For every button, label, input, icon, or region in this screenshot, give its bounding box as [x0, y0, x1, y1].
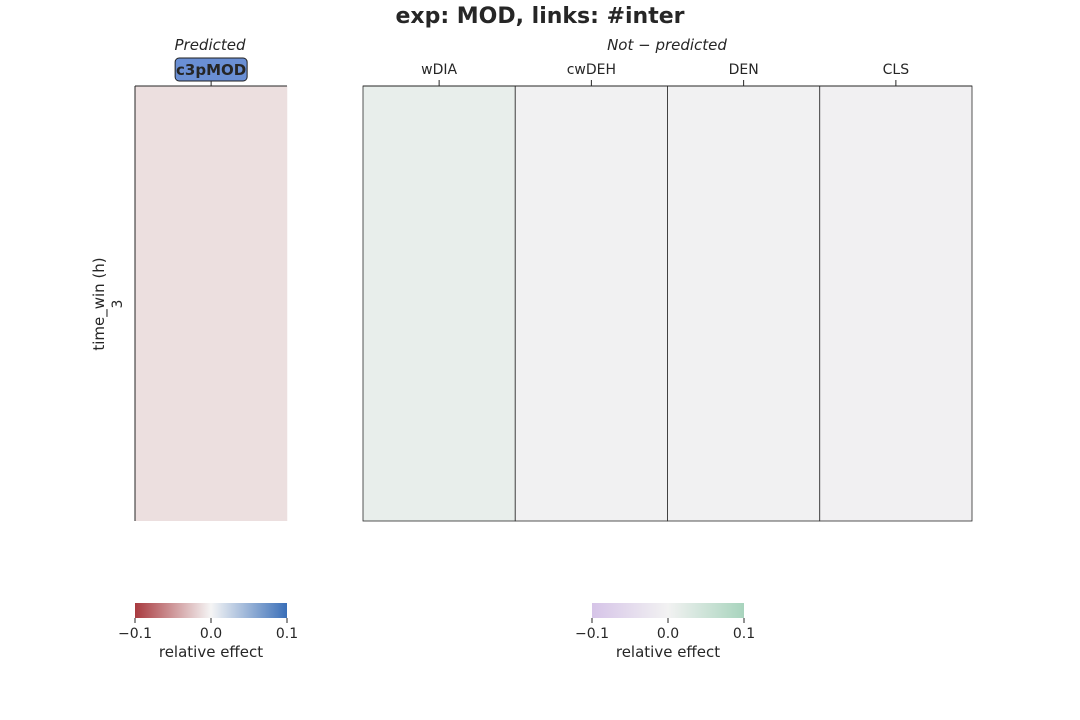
colorbar-tick-label: 0.1: [733, 626, 755, 642]
predicted-panel-title: Predicted: [174, 36, 245, 54]
not-predicted-panel-title: Not − predicted: [607, 36, 727, 54]
colorbar-tick-label: 0.1: [276, 626, 298, 642]
colorbar-tick-label: −0.1: [575, 626, 609, 642]
column-label-c3pmod: c3pMOD: [176, 61, 246, 79]
y-tick-label: 3: [110, 300, 126, 309]
predicted-colorbar-label: relative effect: [159, 643, 263, 661]
not-predicted-colorbar: [592, 603, 744, 618]
not-predicted-colorbar-label: relative effect: [616, 643, 720, 661]
heatmap-cell-c3pmod: [135, 86, 288, 521]
y-axis-label: time_win (h): [90, 257, 109, 350]
colorbar-tick-label: −0.1: [118, 626, 152, 642]
axis-frame: [134, 85, 972, 521]
column-label-cls: CLS: [883, 62, 910, 78]
predicted-column-badge: [174, 57, 248, 82]
heatmap-cell-cwdeh: [514, 85, 668, 522]
heatmap-cell-den: [667, 85, 821, 522]
predicted-colorbar: [135, 603, 287, 618]
column-label-den: DEN: [729, 62, 759, 78]
heatmap-cell-cls: [819, 85, 973, 522]
column-label-cwdeh: cwDEH: [567, 62, 616, 78]
colorbar-tick-label: 0.0: [200, 626, 222, 642]
heatmap-cell-wdia: [362, 85, 516, 522]
chart-title: exp: MOD, links: #inter: [395, 4, 684, 29]
colorbar-tick-label: 0.0: [657, 626, 679, 642]
column-label-wdia: wDIA: [421, 62, 457, 78]
